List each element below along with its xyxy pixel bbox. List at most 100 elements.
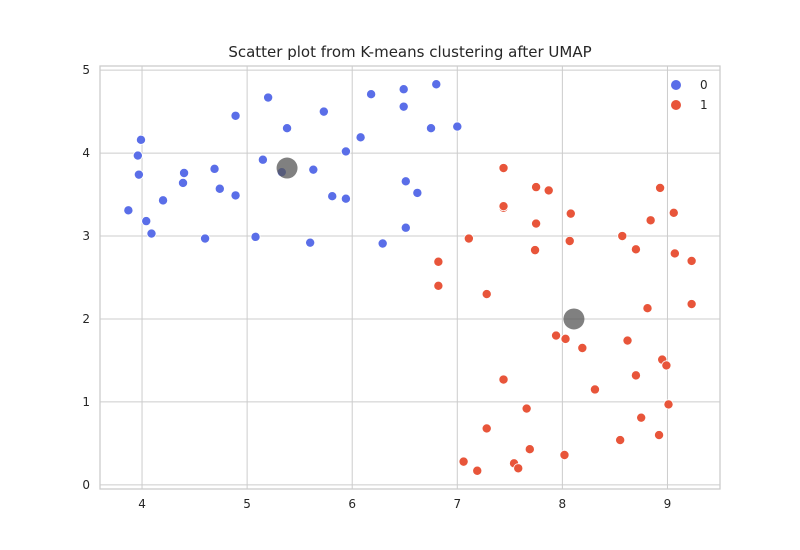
centroids — [276, 157, 585, 330]
cluster-1-point — [481, 289, 492, 300]
cluster-1-point — [661, 360, 672, 371]
cluster-1-point — [530, 245, 541, 256]
cluster-1-point — [564, 236, 575, 247]
x-tick-label: 9 — [664, 497, 672, 511]
cluster-0-point — [377, 238, 388, 249]
cluster-1-point — [559, 449, 570, 460]
cluster-1-point — [433, 256, 444, 267]
cluster-1-point — [524, 444, 535, 455]
cluster-1-point — [531, 182, 542, 193]
cluster-0-point — [355, 132, 366, 143]
cluster-0-point — [431, 79, 442, 90]
cluster-0-point — [400, 222, 411, 233]
cluster-1-point — [686, 299, 697, 310]
y-tick-label: 3 — [82, 229, 90, 243]
data-points — [123, 79, 697, 476]
cluster-1-point — [642, 303, 653, 314]
cluster-1-point — [531, 218, 542, 229]
centroid-point — [276, 157, 298, 179]
cluster-0-point — [426, 123, 437, 134]
cluster-0-point — [398, 101, 409, 112]
cluster-0-point — [282, 123, 293, 134]
cluster-1-point — [615, 435, 626, 446]
cluster-0-point — [400, 176, 411, 187]
x-tick-label: 4 — [138, 497, 146, 511]
cluster-1-point — [630, 370, 641, 381]
cluster-1-point — [463, 233, 474, 244]
cluster-1-point — [498, 163, 509, 174]
cluster-0-point — [178, 177, 189, 188]
cluster-1-point — [513, 463, 524, 474]
cluster-1-point — [654, 430, 665, 441]
cluster-1-point — [668, 207, 679, 218]
x-tick-label: 8 — [559, 497, 567, 511]
cluster-1-point — [655, 182, 666, 193]
x-tick-label: 7 — [453, 497, 461, 511]
cluster-0-point — [200, 233, 211, 244]
cluster-0-point — [135, 134, 146, 145]
cluster-1-point — [663, 399, 674, 410]
y-tick-label: 0 — [82, 478, 90, 492]
cluster-1-point — [565, 208, 576, 219]
cluster-0-point — [305, 237, 316, 248]
cluster-1-point — [636, 412, 647, 423]
cluster-0-point — [158, 195, 169, 206]
cluster-0-point — [327, 191, 338, 202]
cluster-0-point — [412, 187, 423, 198]
cluster-1-point — [669, 248, 680, 259]
cluster-1-point — [622, 335, 633, 346]
cluster-0-point — [263, 92, 274, 103]
tick-labels: 4 5 6 7 8 9 0 1 2 3 4 5 — [82, 63, 671, 511]
cluster-1-point — [617, 231, 628, 242]
plot-frame — [99, 65, 721, 490]
centroid-point — [563, 308, 585, 330]
legend-marker — [671, 80, 681, 90]
legend-label: 0 — [700, 78, 708, 92]
cluster-1-point — [589, 384, 600, 395]
cluster-1-point — [498, 201, 509, 212]
cluster-0-point — [398, 84, 409, 95]
cluster-0-point — [230, 190, 241, 201]
x-tick-label: 6 — [348, 497, 356, 511]
cluster-0-point — [179, 167, 190, 178]
y-tick-label: 5 — [82, 63, 90, 77]
cluster-0-point — [318, 106, 329, 117]
cluster-0-point — [133, 169, 144, 180]
cluster-0-point — [214, 183, 225, 194]
cluster-1-point — [551, 330, 562, 341]
x-tick-label: 5 — [243, 497, 251, 511]
cluster-0-point — [340, 193, 351, 204]
cluster-1-point — [481, 423, 492, 434]
cluster-0-point — [257, 154, 268, 165]
y-tick-label: 1 — [82, 395, 90, 409]
cluster-0-point — [340, 146, 351, 157]
y-tick-label: 2 — [82, 312, 90, 326]
cluster-1-point — [543, 185, 554, 196]
cluster-1-point — [521, 403, 532, 414]
legend-marker — [671, 100, 681, 110]
cluster-1-point — [433, 280, 444, 291]
cluster-0-point — [230, 110, 241, 121]
cluster-0-point — [141, 216, 152, 227]
cluster-1-point — [686, 255, 697, 266]
cluster-0-point — [366, 89, 377, 100]
y-tick-label: 4 — [82, 146, 90, 160]
cluster-0-point — [308, 164, 319, 175]
legend: 01 — [671, 78, 708, 112]
cluster-0-point — [123, 205, 134, 216]
legend-label: 1 — [700, 98, 708, 112]
cluster-1-point — [645, 215, 656, 226]
cluster-0-point — [250, 231, 261, 242]
cluster-1-point — [577, 342, 588, 353]
chart-title: Scatter plot from K-means clustering aft… — [228, 43, 591, 61]
cluster-1-point — [458, 456, 469, 467]
cluster-0-point — [209, 163, 220, 174]
cluster-1-point — [630, 244, 641, 255]
cluster-0-point — [146, 228, 157, 239]
cluster-1-point — [472, 465, 483, 476]
cluster-0-point — [132, 150, 143, 161]
cluster-1-point — [560, 333, 571, 344]
cluster-0-point — [452, 121, 463, 132]
grid — [100, 66, 720, 489]
